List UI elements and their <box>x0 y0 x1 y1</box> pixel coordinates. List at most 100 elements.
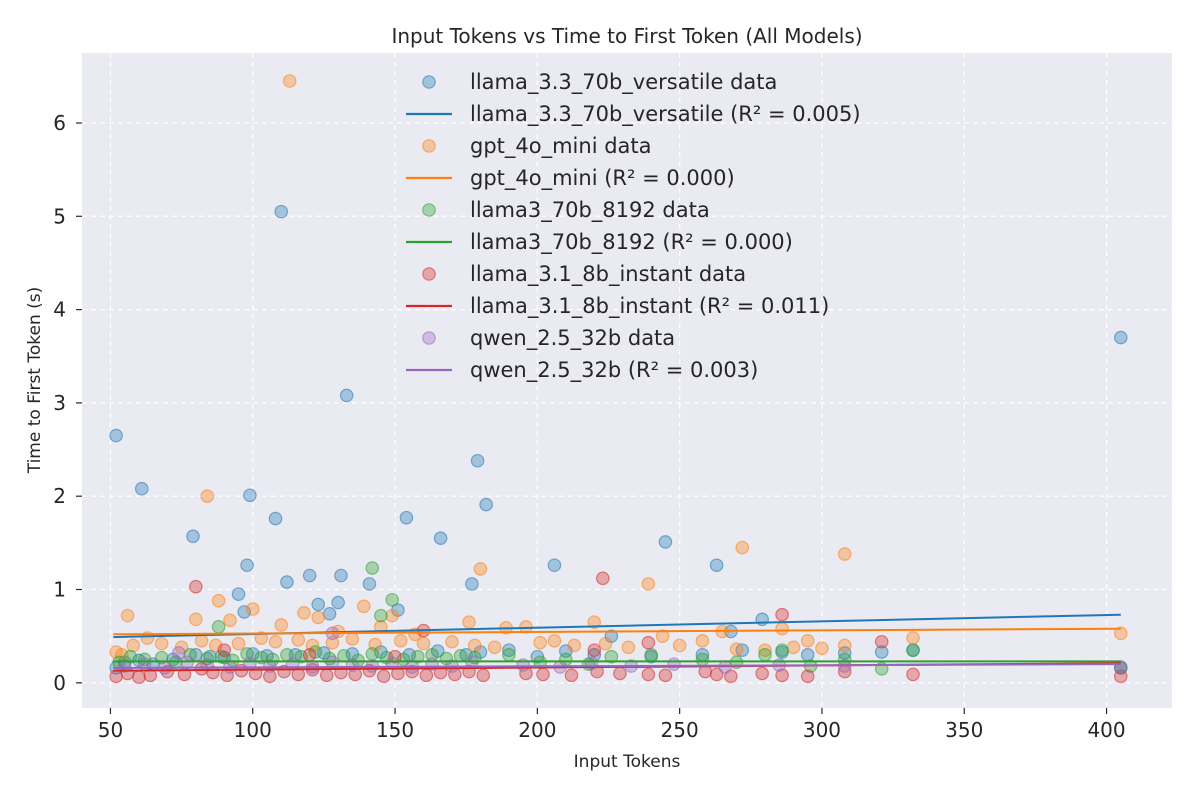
data-point <box>470 453 485 468</box>
y-tick-label: 5 <box>53 204 66 228</box>
data-point <box>658 535 673 549</box>
data-point <box>117 659 132 673</box>
data-point <box>658 668 673 683</box>
data-point <box>672 638 687 653</box>
x-tick-label: 400 <box>1087 718 1125 742</box>
legend-entry-scatter: llama3_70b_8192 data <box>470 198 710 223</box>
data-point <box>186 529 200 544</box>
data-point <box>1113 669 1128 684</box>
data-point <box>237 605 252 619</box>
data-point <box>223 613 237 628</box>
data-point <box>268 634 283 649</box>
x-tick-label: 300 <box>803 718 841 742</box>
data-point <box>587 643 602 657</box>
data-point <box>120 608 135 623</box>
data-point <box>755 666 769 681</box>
data-point <box>533 635 547 650</box>
data-point <box>374 608 388 623</box>
data-point <box>906 643 920 657</box>
data-point <box>467 638 482 653</box>
data-point <box>604 649 619 664</box>
data-point <box>231 636 246 651</box>
data-point <box>567 638 582 653</box>
data-point <box>282 74 297 88</box>
data-point <box>385 608 400 623</box>
legend-entry-fit: qwen_2.5_32b (R² = 0.003) <box>470 358 758 383</box>
data-point <box>211 620 226 634</box>
data-point <box>735 540 750 555</box>
data-point <box>194 634 209 648</box>
data-point <box>265 652 280 667</box>
data-point <box>1113 330 1128 345</box>
data-point <box>1113 626 1128 641</box>
x-axis-label: Input Tokens <box>574 752 681 772</box>
data-point <box>365 647 380 661</box>
data-point <box>775 607 789 622</box>
data-point <box>311 610 326 625</box>
data-point <box>345 632 360 646</box>
y-tick-label: 3 <box>53 391 66 415</box>
data-point <box>621 640 636 655</box>
data-point <box>547 558 562 573</box>
data-point <box>189 612 203 627</box>
legend-entry-fit: llama3_70b_8192 (R² = 0.000) <box>470 230 793 255</box>
data-point <box>331 595 345 610</box>
chart-title: Input Tokens vs Time to First Token (All… <box>391 24 862 48</box>
data-point <box>547 634 562 648</box>
data-point <box>815 641 829 656</box>
data-point <box>325 635 340 650</box>
data-point <box>874 645 889 659</box>
x-tick-label: 200 <box>518 718 556 742</box>
legend-entry-fit: llama_3.1_8b_instant (R² = 0.011) <box>470 294 829 319</box>
data-point <box>487 640 502 655</box>
data-point <box>143 668 158 683</box>
legend-marker-scatter <box>422 75 436 89</box>
data-point <box>709 558 724 573</box>
y-tick-label: 2 <box>53 484 66 508</box>
x-tick-label: 50 <box>98 718 123 742</box>
fit-lines <box>113 613 1121 672</box>
data-point <box>800 648 815 662</box>
y-axis-label: Time to First Token (s) <box>25 287 45 475</box>
data-point <box>837 638 852 653</box>
data-point <box>465 577 479 591</box>
y-tick-label: 6 <box>53 111 66 135</box>
data-point <box>134 481 149 496</box>
axis-ticks: 50 100 150 200 250 300 350 400 0 1 2 3 4 5 6 <box>53 111 1125 742</box>
data-point <box>729 642 744 657</box>
legend-entry-scatter: qwen_2.5_32b data <box>470 326 675 351</box>
data-point <box>800 634 815 648</box>
data-point <box>667 657 681 671</box>
data-point <box>109 428 123 443</box>
data-point <box>322 606 337 621</box>
y-tick-label: 1 <box>53 578 66 602</box>
data-point <box>109 669 123 684</box>
data-point <box>297 606 311 620</box>
data-point <box>837 547 852 561</box>
y-tick-label: 0 <box>53 671 66 695</box>
x-tick-label: 250 <box>661 718 699 742</box>
data-point <box>502 648 516 662</box>
data-point <box>302 648 317 662</box>
data-point <box>319 668 334 683</box>
data-point <box>399 510 414 525</box>
data-point <box>393 634 408 648</box>
data-point <box>274 618 289 632</box>
data-point <box>376 669 391 684</box>
data-point <box>479 497 493 512</box>
legend-entry-scatter: llama_3.3_70b_versatile data <box>470 70 777 95</box>
data-point <box>274 204 289 219</box>
legend-marker-scatter <box>422 267 436 281</box>
data-point <box>291 667 306 682</box>
data-point <box>280 575 294 589</box>
data-point <box>254 631 269 645</box>
data-point <box>800 669 815 684</box>
data-point <box>874 634 889 649</box>
data-point <box>356 599 371 614</box>
data-point <box>644 648 658 662</box>
data-point <box>695 652 710 667</box>
data-point <box>906 667 920 682</box>
data-point <box>126 638 141 653</box>
data-point <box>641 635 656 650</box>
